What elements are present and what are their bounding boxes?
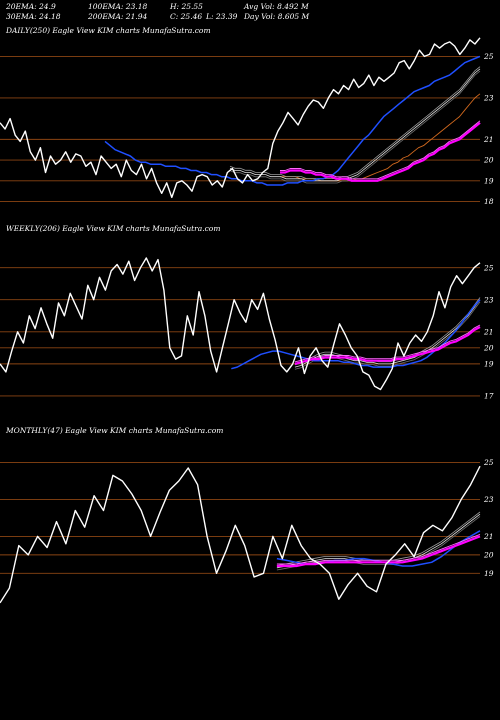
weekly-ema-short-line — [231, 299, 481, 370]
stat-high: H: 25.55 — [170, 2, 203, 11]
daily-tick-label: 25 — [483, 52, 494, 61]
stat-ema30: 30EMA: 24.18 — [6, 11, 61, 21]
stat-day-vol: Day Vol: 8.605 M — [244, 11, 310, 21]
daily-ema-short-line — [104, 55, 481, 186]
weekly-tick-label: 20 — [483, 343, 494, 352]
weekly-tick-label: 17 — [484, 392, 494, 401]
daily-tick-label: 20 — [483, 156, 494, 165]
weekly-chart-svg: 25 23 21 20 19 17 — [0, 257, 494, 401]
monthly-tick-label: 23 — [483, 495, 494, 504]
daily-ema-mid-line-upper — [229, 66, 481, 180]
daily-ema-long-line — [280, 121, 481, 182]
stat-ema200: 200EMA: 21.94 — [88, 11, 148, 21]
weekly-price-line — [0, 257, 481, 391]
weekly-tick-label: 21 — [483, 327, 494, 336]
daily-chart-label: DAILY(250) Eagle View KIM charts MunafaS… — [6, 26, 211, 35]
weekly-ema-long-line — [294, 326, 481, 365]
monthly-tick-label: 21 — [483, 532, 494, 541]
monthly-ema-long-line-upper — [276, 533, 481, 565]
daily-tick-label: 18 — [484, 197, 494, 206]
monthly-ema-long-line — [276, 535, 481, 568]
monthly-chart-label: MONTHLY(47) Eagle View KIM charts Munafa… — [6, 426, 224, 435]
daily-price-line — [0, 37, 481, 199]
daily-ema-long-line-upper — [280, 120, 481, 180]
weekly-ema-long-line-upper — [294, 324, 481, 363]
weekly-tick-label: 19 — [484, 359, 494, 368]
weekly-chart-panel: WEEKLY(206) Eagle View KIM charts Munafa… — [0, 222, 500, 420]
daily-ema-orange-line — [280, 93, 481, 182]
daily-tick-label: 21 — [483, 135, 494, 144]
monthly-tick-label: 20 — [483, 550, 494, 559]
daily-ema-mid-line — [229, 68, 481, 182]
monthly-tick-label: 25 — [483, 458, 494, 467]
monthly-chart-svg: 25 23 21 20 19 — [0, 458, 494, 604]
stat-low: L: 23.39 — [206, 11, 238, 21]
daily-tick-label: 19 — [484, 176, 494, 185]
monthly-chart-panel: MONTHLY(47) Eagle View KIM charts Munafa… — [0, 424, 500, 620]
weekly-tick-label: 25 — [483, 263, 494, 272]
monthly-tick-label: 19 — [484, 569, 494, 578]
monthly-price-line — [0, 465, 481, 604]
stats-header: 20EMA: 24.9 100EMA: 23.18 H: 25.55 Avg V… — [6, 2, 496, 22]
stat-ema20: 20EMA: 24.9 — [6, 2, 56, 11]
stat-avg-vol: Avg Vol: 8.492 M — [244, 2, 309, 11]
daily-chart-panel: DAILY(250) Eagle View KIM charts MunafaS… — [0, 24, 500, 220]
daily-tick-label: 23 — [483, 94, 494, 103]
stat-close: C: 25.46 — [170, 11, 203, 21]
stat-ema100: 100EMA: 23.18 — [88, 2, 148, 11]
daily-ema-mid-line-lower — [229, 70, 481, 184]
weekly-chart-label: WEEKLY(206) Eagle View KIM charts Munafa… — [6, 224, 221, 233]
daily-chart-svg: 25 23 21 20 19 18 — [0, 37, 494, 206]
weekly-ema-mid-line — [294, 299, 481, 368]
weekly-tick-label: 23 — [483, 295, 494, 304]
